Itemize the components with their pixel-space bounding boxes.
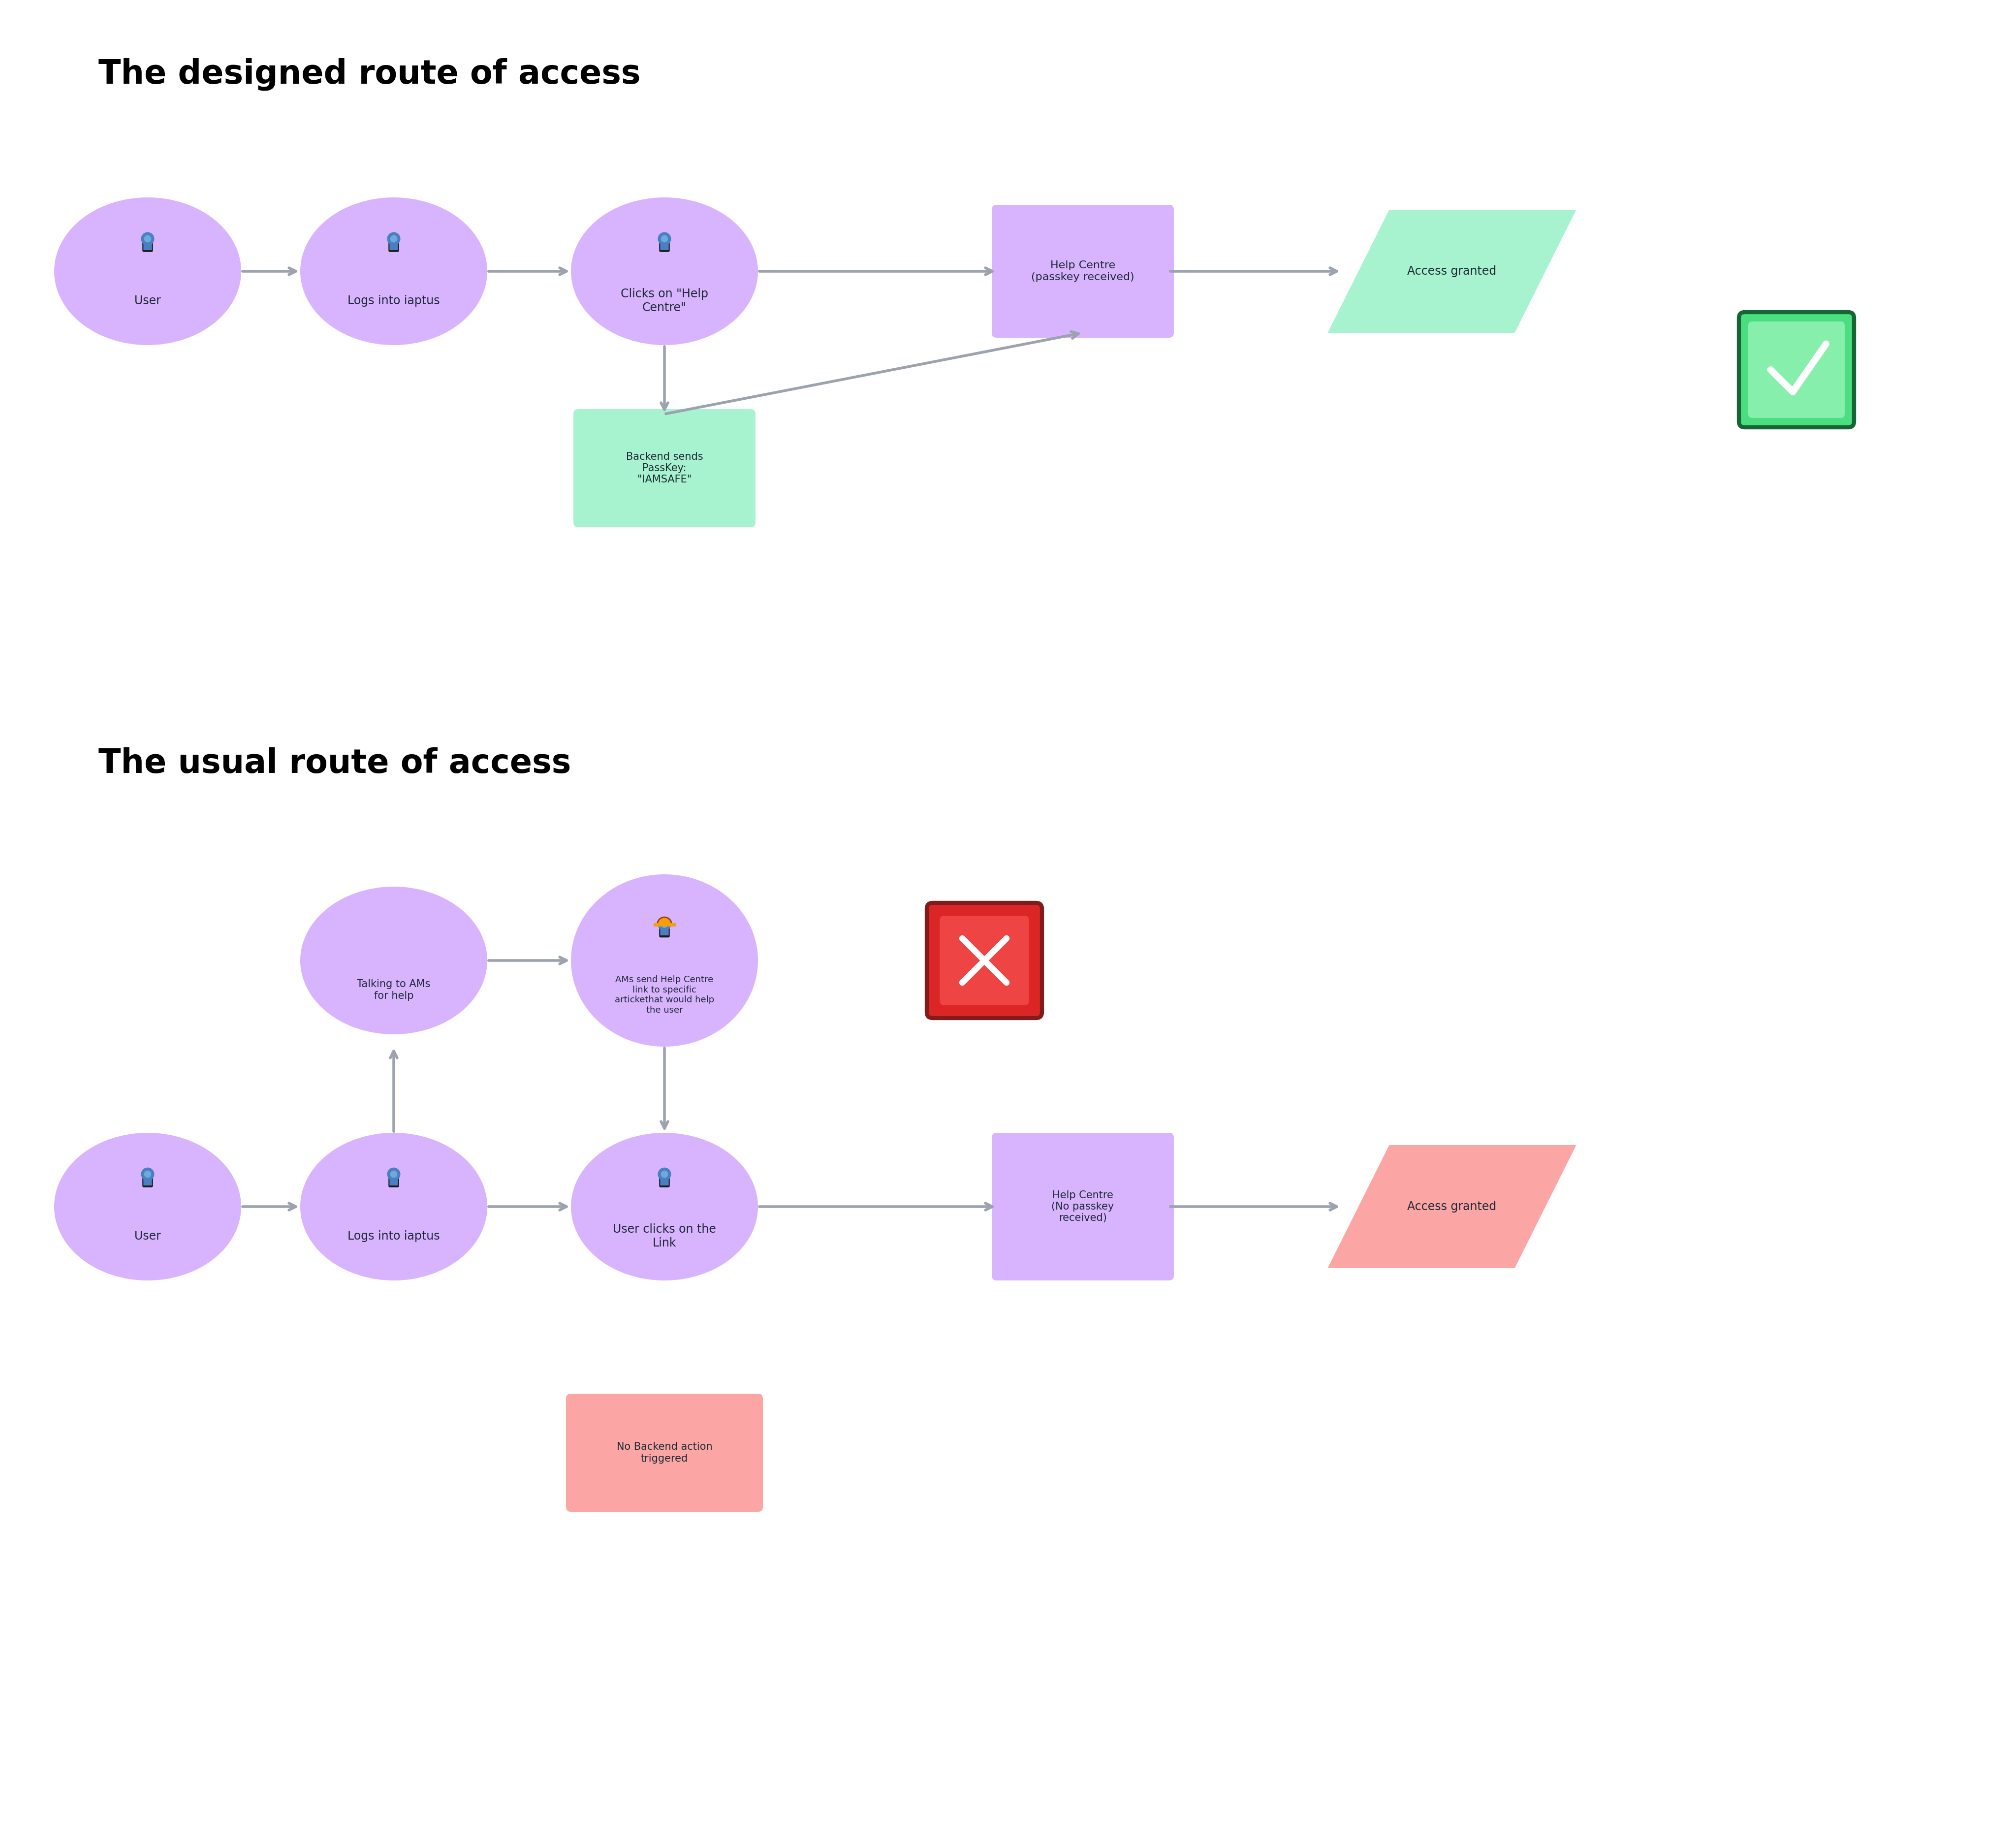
Ellipse shape <box>54 197 242 344</box>
Circle shape <box>141 1168 153 1181</box>
Wedge shape <box>657 916 671 924</box>
Circle shape <box>659 1168 671 1181</box>
Ellipse shape <box>300 887 488 1035</box>
Circle shape <box>391 1172 397 1177</box>
Ellipse shape <box>300 1133 488 1281</box>
Text: The usual route of access: The usual route of access <box>99 747 571 780</box>
Circle shape <box>141 233 153 244</box>
Text: AMs send Help Centre
link to specific
artickethat would help
the user: AMs send Help Centre link to specific ar… <box>615 975 714 1015</box>
FancyBboxPatch shape <box>143 241 153 251</box>
FancyBboxPatch shape <box>659 1175 669 1186</box>
FancyBboxPatch shape <box>659 241 669 251</box>
Circle shape <box>387 1168 399 1181</box>
Ellipse shape <box>300 197 488 344</box>
Ellipse shape <box>571 875 758 1046</box>
FancyBboxPatch shape <box>992 204 1173 337</box>
Text: Logs into iaptus: Logs into iaptus <box>347 295 439 306</box>
FancyBboxPatch shape <box>992 1133 1173 1281</box>
FancyBboxPatch shape <box>143 1175 153 1186</box>
Text: Talking to AMs
for help: Talking to AMs for help <box>357 980 431 1000</box>
Text: Access granted: Access granted <box>1407 1201 1496 1212</box>
FancyBboxPatch shape <box>1740 312 1855 428</box>
Text: The designed route of access: The designed route of access <box>99 58 641 91</box>
FancyBboxPatch shape <box>573 410 756 527</box>
FancyBboxPatch shape <box>659 926 669 937</box>
Circle shape <box>391 235 397 242</box>
Text: No Backend action
triggered: No Backend action triggered <box>617 1443 712 1463</box>
Text: Access granted: Access granted <box>1407 266 1496 277</box>
FancyBboxPatch shape <box>566 1394 762 1512</box>
Ellipse shape <box>571 1133 758 1281</box>
Text: Help Centre
(passkey received): Help Centre (passkey received) <box>1032 261 1135 282</box>
Circle shape <box>659 233 671 244</box>
Circle shape <box>661 235 667 242</box>
FancyBboxPatch shape <box>927 904 1042 1018</box>
Text: Clicks on "Help
Centre": Clicks on "Help Centre" <box>621 288 708 313</box>
FancyBboxPatch shape <box>389 241 399 251</box>
Polygon shape <box>1329 210 1577 333</box>
Circle shape <box>661 922 667 927</box>
Circle shape <box>145 235 151 242</box>
Text: Backend sends
PassKey:
"IAMSAFE": Backend sends PassKey: "IAMSAFE" <box>625 452 704 485</box>
FancyBboxPatch shape <box>389 1175 399 1186</box>
Ellipse shape <box>54 1133 242 1281</box>
Circle shape <box>659 918 671 931</box>
FancyBboxPatch shape <box>1748 321 1845 417</box>
Text: User clicks on the
Link: User clicks on the Link <box>613 1223 716 1248</box>
Circle shape <box>661 1172 667 1177</box>
Ellipse shape <box>571 197 758 344</box>
Text: User: User <box>135 295 161 306</box>
Circle shape <box>387 233 399 244</box>
Text: Logs into iaptus: Logs into iaptus <box>347 1230 439 1243</box>
Polygon shape <box>1329 1144 1577 1268</box>
Text: Help Centre
(No passkey
received): Help Centre (No passkey received) <box>1052 1190 1115 1223</box>
Text: User: User <box>135 1230 161 1243</box>
FancyBboxPatch shape <box>939 916 1028 1006</box>
Circle shape <box>145 1172 151 1177</box>
